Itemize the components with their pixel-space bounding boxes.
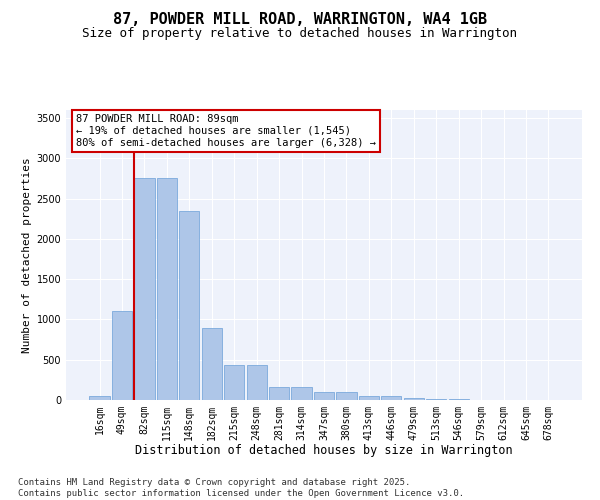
Text: Size of property relative to detached houses in Warrington: Size of property relative to detached ho… bbox=[83, 28, 517, 40]
Bar bbox=[269, 386, 289, 400]
Bar bbox=[426, 399, 446, 400]
Y-axis label: Number of detached properties: Number of detached properties bbox=[22, 157, 32, 353]
Bar bbox=[359, 396, 379, 400]
Bar bbox=[449, 399, 469, 400]
Bar bbox=[157, 178, 177, 400]
Bar bbox=[134, 178, 155, 400]
Bar bbox=[202, 328, 222, 400]
Bar bbox=[314, 392, 334, 400]
Bar bbox=[247, 366, 267, 400]
Bar bbox=[224, 366, 244, 400]
Bar bbox=[337, 392, 356, 400]
Bar bbox=[381, 396, 401, 400]
Bar bbox=[112, 312, 132, 400]
Bar bbox=[89, 396, 110, 400]
X-axis label: Distribution of detached houses by size in Warrington: Distribution of detached houses by size … bbox=[135, 444, 513, 458]
Text: 87, POWDER MILL ROAD, WARRINGTON, WA4 1GB: 87, POWDER MILL ROAD, WARRINGTON, WA4 1G… bbox=[113, 12, 487, 28]
Text: Contains HM Land Registry data © Crown copyright and database right 2025.
Contai: Contains HM Land Registry data © Crown c… bbox=[18, 478, 464, 498]
Bar bbox=[292, 386, 311, 400]
Bar bbox=[179, 210, 199, 400]
Bar bbox=[404, 398, 424, 400]
Text: 87 POWDER MILL ROAD: 89sqm
← 19% of detached houses are smaller (1,545)
80% of s: 87 POWDER MILL ROAD: 89sqm ← 19% of deta… bbox=[76, 114, 376, 148]
